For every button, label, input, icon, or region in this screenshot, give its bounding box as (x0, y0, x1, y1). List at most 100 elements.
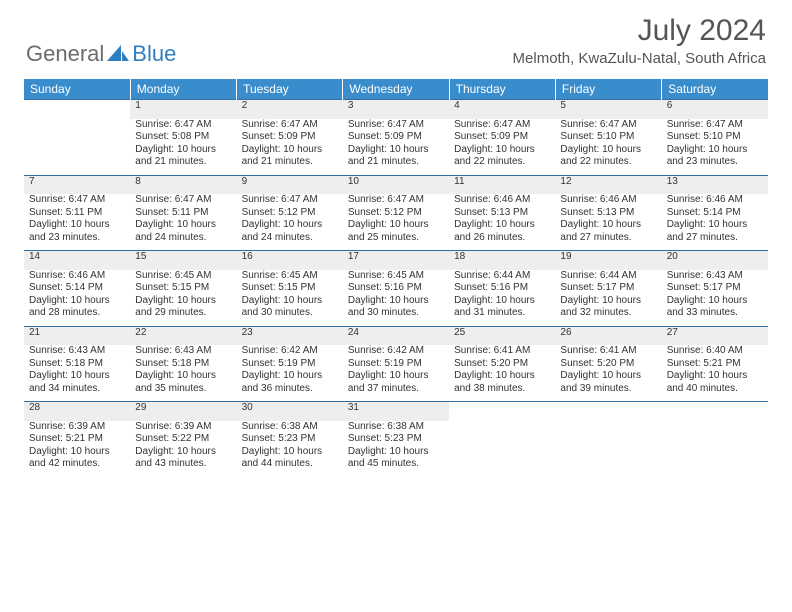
day-cell: Sunrise: 6:47 AMSunset: 5:09 PMDaylight:… (449, 119, 555, 176)
sunrise-line: Sunrise: 6:47 AM (560, 119, 656, 132)
day-cell: Sunrise: 6:47 AMSunset: 5:10 PMDaylight:… (662, 119, 768, 176)
cell-data: Sunrise: 6:42 AMSunset: 5:19 PMDaylight:… (348, 345, 444, 395)
daylight-line: Daylight: 10 hours and 24 minutes. (242, 219, 338, 244)
daylight-line: Daylight: 10 hours and 22 minutes. (454, 144, 550, 169)
day-cell: Sunrise: 6:47 AMSunset: 5:08 PMDaylight:… (130, 119, 236, 176)
page-title: July 2024 (513, 14, 766, 48)
day-number: 9 (237, 175, 343, 194)
cell-data: Sunrise: 6:47 AMSunset: 5:12 PMDaylight:… (242, 194, 338, 244)
daylight-line: Daylight: 10 hours and 29 minutes. (135, 295, 231, 320)
day-cell: Sunrise: 6:43 AMSunset: 5:18 PMDaylight:… (24, 345, 130, 402)
daylight-line: Daylight: 10 hours and 42 minutes. (29, 446, 125, 471)
cell-data: Sunrise: 6:47 AMSunset: 5:09 PMDaylight:… (348, 119, 444, 169)
data-row: Sunrise: 6:46 AMSunset: 5:14 PMDaylight:… (24, 270, 768, 327)
sunrise-line: Sunrise: 6:45 AM (242, 270, 338, 283)
sunset-line: Sunset: 5:20 PM (454, 358, 550, 371)
cell-data: Sunrise: 6:40 AMSunset: 5:21 PMDaylight:… (667, 345, 763, 395)
col-header: Wednesday (343, 79, 449, 100)
sunset-line: Sunset: 5:17 PM (667, 282, 763, 295)
sunset-line: Sunset: 5:18 PM (29, 358, 125, 371)
day-number: 13 (662, 175, 768, 194)
sunrise-line: Sunrise: 6:47 AM (29, 194, 125, 207)
daylight-line: Daylight: 10 hours and 43 minutes. (135, 446, 231, 471)
day-number (555, 402, 661, 421)
header: General Blue July 2024 Melmoth, KwaZulu-… (0, 0, 792, 71)
sunset-line: Sunset: 5:11 PM (135, 207, 231, 220)
sunset-line: Sunset: 5:13 PM (454, 207, 550, 220)
sunset-line: Sunset: 5:10 PM (667, 131, 763, 144)
cell-data: Sunrise: 6:47 AMSunset: 5:09 PMDaylight:… (242, 119, 338, 169)
day-cell: Sunrise: 6:39 AMSunset: 5:21 PMDaylight:… (24, 421, 130, 477)
col-header: Thursday (449, 79, 555, 100)
sunrise-line: Sunrise: 6:46 AM (454, 194, 550, 207)
day-number: 16 (237, 251, 343, 270)
day-number: 7 (24, 175, 130, 194)
cell-data: Sunrise: 6:47 AMSunset: 5:10 PMDaylight:… (560, 119, 656, 169)
day-cell: Sunrise: 6:41 AMSunset: 5:20 PMDaylight:… (449, 345, 555, 402)
sunset-line: Sunset: 5:16 PM (454, 282, 550, 295)
day-number: 29 (130, 402, 236, 421)
day-number: 18 (449, 251, 555, 270)
daylight-line: Daylight: 10 hours and 45 minutes. (348, 446, 444, 471)
sunrise-line: Sunrise: 6:46 AM (560, 194, 656, 207)
col-header: Saturday (662, 79, 768, 100)
sunrise-line: Sunrise: 6:47 AM (454, 119, 550, 132)
cell-data: Sunrise: 6:47 AMSunset: 5:10 PMDaylight:… (667, 119, 763, 169)
day-cell: Sunrise: 6:39 AMSunset: 5:22 PMDaylight:… (130, 421, 236, 477)
cell-data: Sunrise: 6:39 AMSunset: 5:21 PMDaylight:… (29, 421, 125, 471)
daylight-line: Daylight: 10 hours and 21 minutes. (348, 144, 444, 169)
day-cell: Sunrise: 6:45 AMSunset: 5:15 PMDaylight:… (237, 270, 343, 327)
day-number: 5 (555, 100, 661, 119)
day-cell (662, 421, 768, 477)
day-number: 30 (237, 402, 343, 421)
day-number: 15 (130, 251, 236, 270)
sunset-line: Sunset: 5:15 PM (135, 282, 231, 295)
cell-data: Sunrise: 6:45 AMSunset: 5:15 PMDaylight:… (135, 270, 231, 320)
day-number (24, 100, 130, 119)
day-number: 21 (24, 326, 130, 345)
day-number: 24 (343, 326, 449, 345)
day-number: 23 (237, 326, 343, 345)
sunrise-line: Sunrise: 6:45 AM (135, 270, 231, 283)
day-cell: Sunrise: 6:46 AMSunset: 5:14 PMDaylight:… (662, 194, 768, 251)
cell-data: Sunrise: 6:44 AMSunset: 5:17 PMDaylight:… (560, 270, 656, 320)
daynum-row: 123456 (24, 100, 768, 119)
day-number: 1 (130, 100, 236, 119)
day-cell: Sunrise: 6:42 AMSunset: 5:19 PMDaylight:… (237, 345, 343, 402)
sunrise-line: Sunrise: 6:47 AM (667, 119, 763, 132)
sunrise-line: Sunrise: 6:39 AM (135, 421, 231, 434)
col-header: Friday (555, 79, 661, 100)
sunset-line: Sunset: 5:22 PM (135, 433, 231, 446)
cell-data: Sunrise: 6:46 AMSunset: 5:13 PMDaylight:… (454, 194, 550, 244)
sunrise-line: Sunrise: 6:43 AM (135, 345, 231, 358)
day-cell: Sunrise: 6:38 AMSunset: 5:23 PMDaylight:… (237, 421, 343, 477)
sunset-line: Sunset: 5:15 PM (242, 282, 338, 295)
logo-text-1: General (26, 41, 104, 67)
daylight-line: Daylight: 10 hours and 23 minutes. (29, 219, 125, 244)
sunset-line: Sunset: 5:09 PM (348, 131, 444, 144)
day-cell: Sunrise: 6:47 AMSunset: 5:11 PMDaylight:… (24, 194, 130, 251)
daylight-line: Daylight: 10 hours and 23 minutes. (667, 144, 763, 169)
day-cell: Sunrise: 6:42 AMSunset: 5:19 PMDaylight:… (343, 345, 449, 402)
cell-data: Sunrise: 6:47 AMSunset: 5:11 PMDaylight:… (29, 194, 125, 244)
col-header: Tuesday (237, 79, 343, 100)
daylight-line: Daylight: 10 hours and 37 minutes. (348, 370, 444, 395)
sunrise-line: Sunrise: 6:46 AM (667, 194, 763, 207)
daylight-line: Daylight: 10 hours and 31 minutes. (454, 295, 550, 320)
cell-data: Sunrise: 6:41 AMSunset: 5:20 PMDaylight:… (560, 345, 656, 395)
title-block: July 2024 Melmoth, KwaZulu-Natal, South … (513, 14, 766, 67)
cell-data: Sunrise: 6:41 AMSunset: 5:20 PMDaylight:… (454, 345, 550, 395)
sunrise-line: Sunrise: 6:43 AM (29, 345, 125, 358)
sunset-line: Sunset: 5:21 PM (667, 358, 763, 371)
day-number: 27 (662, 326, 768, 345)
data-row: Sunrise: 6:43 AMSunset: 5:18 PMDaylight:… (24, 345, 768, 402)
daynum-row: 14151617181920 (24, 251, 768, 270)
day-number (449, 402, 555, 421)
cell-data: Sunrise: 6:39 AMSunset: 5:22 PMDaylight:… (135, 421, 231, 471)
day-cell: Sunrise: 6:38 AMSunset: 5:23 PMDaylight:… (343, 421, 449, 477)
cell-data: Sunrise: 6:45 AMSunset: 5:16 PMDaylight:… (348, 270, 444, 320)
day-cell: Sunrise: 6:47 AMSunset: 5:12 PMDaylight:… (343, 194, 449, 251)
daylight-line: Daylight: 10 hours and 33 minutes. (667, 295, 763, 320)
sunrise-line: Sunrise: 6:43 AM (667, 270, 763, 283)
sunrise-line: Sunrise: 6:47 AM (348, 119, 444, 132)
